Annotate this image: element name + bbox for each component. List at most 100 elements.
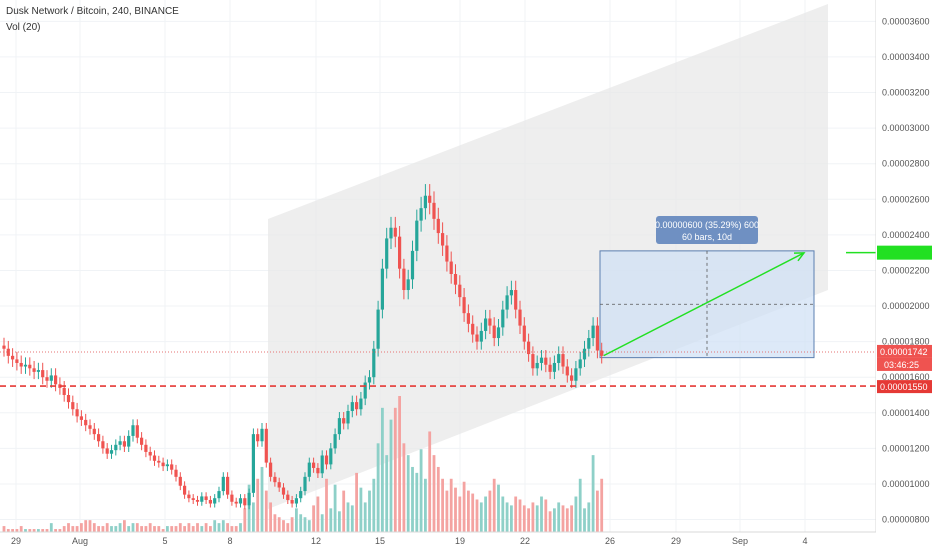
volume-bar (514, 496, 518, 532)
candle-body (238, 498, 243, 504)
candle-body (92, 428, 96, 435)
price-tick-label: 0.00003200 (882, 88, 930, 98)
volume-bar (342, 490, 346, 532)
volume-bar (252, 502, 255, 532)
volume-bar (110, 526, 113, 532)
volume-bar (213, 520, 217, 532)
candle-body (152, 455, 157, 461)
volume-bar (97, 526, 100, 532)
price-axis[interactable] (876, 0, 932, 550)
volume-bar (346, 502, 350, 532)
price-tick-label: 0.00001400 (882, 408, 930, 418)
volume-bar (320, 514, 324, 532)
volume-bar (37, 529, 40, 532)
candle-body (488, 318, 492, 326)
volume-bar (535, 505, 539, 532)
candle-body (88, 425, 92, 429)
candle-body (101, 441, 105, 449)
candle-body (385, 238, 389, 269)
volume-bar (376, 443, 380, 532)
price-channel[interactable] (268, 4, 828, 509)
volume-bar (277, 517, 281, 532)
volume-bar (28, 529, 32, 532)
volume-bar (406, 455, 410, 532)
tooltip-change-text: 0.00000600 (35.29%) 600 (655, 220, 759, 230)
candle-body (221, 476, 225, 492)
candle-body (531, 354, 535, 369)
volume-bar (209, 526, 212, 532)
volume-bar (565, 508, 569, 532)
volume-bar (161, 529, 165, 532)
volume-bar (436, 466, 440, 532)
volume-bar (497, 484, 500, 532)
volume-bar (462, 481, 466, 532)
candle-body (15, 359, 19, 363)
candle-body (79, 416, 83, 420)
volume-bar (557, 502, 561, 532)
trend-arrow[interactable] (603, 252, 805, 357)
candle-body (595, 325, 599, 351)
volume-bar (492, 478, 496, 532)
volume-bar (88, 520, 92, 532)
candle-body (66, 394, 71, 403)
candle-body (557, 354, 561, 363)
volume-bar (75, 526, 79, 532)
volume-bar (290, 517, 294, 532)
volume-bar (389, 419, 393, 532)
volume-indicator-label[interactable]: Vol (20) (6, 22, 40, 33)
time-tick-label: 29 (11, 536, 21, 546)
candle-body (105, 448, 109, 454)
candle-body (23, 364, 28, 367)
target-price-badge: 0.00002300 (877, 245, 932, 260)
candle-body (544, 357, 548, 365)
volume-bar (299, 514, 303, 532)
volume-bar (475, 499, 479, 532)
volume-bar (62, 526, 66, 532)
candlestick-series (2, 184, 604, 510)
candle-body (496, 327, 501, 339)
volume-bar (518, 499, 522, 532)
volume-bar (449, 478, 453, 532)
candle-body (226, 476, 230, 495)
volume-bar (454, 487, 457, 532)
volume-bar (303, 517, 307, 532)
volume-bar (226, 523, 229, 532)
volume-bar (256, 478, 260, 532)
candle-body (109, 450, 114, 454)
volume-bar (80, 523, 83, 532)
volume-bar (140, 526, 143, 532)
volume-bar (273, 514, 277, 532)
candle-body (436, 218, 440, 234)
candle-body (54, 375, 58, 385)
candle-body (230, 494, 234, 502)
candle-body (389, 227, 393, 239)
volume-bar (127, 526, 131, 532)
time-tick-label: 12 (311, 536, 321, 546)
candle-body (127, 435, 131, 447)
candle-body (273, 476, 277, 483)
candle-body (97, 434, 101, 442)
volume-bar (510, 505, 513, 532)
candle-body (346, 411, 350, 424)
volume-bar (178, 523, 182, 532)
volume-bar (501, 496, 505, 532)
time-tick-label: 22 (520, 536, 530, 546)
candle-body (144, 444, 148, 452)
volume-bar (424, 478, 427, 532)
candle-body (363, 382, 367, 399)
candle-body (471, 323, 475, 335)
candle-body (565, 366, 569, 376)
candle-body (32, 368, 36, 372)
volume-bar (467, 490, 470, 532)
volume-bar (2, 526, 6, 532)
volume-bar (67, 523, 70, 532)
volume-bar (157, 526, 161, 532)
support-price-text: 0.00001550 (880, 382, 928, 392)
volume-bar (295, 508, 298, 532)
candle-body (165, 464, 169, 467)
price-tick-label: 0.00003000 (882, 123, 930, 133)
candle-body (479, 330, 483, 342)
time-axis[interactable] (0, 532, 876, 550)
volume-bar (544, 499, 548, 532)
